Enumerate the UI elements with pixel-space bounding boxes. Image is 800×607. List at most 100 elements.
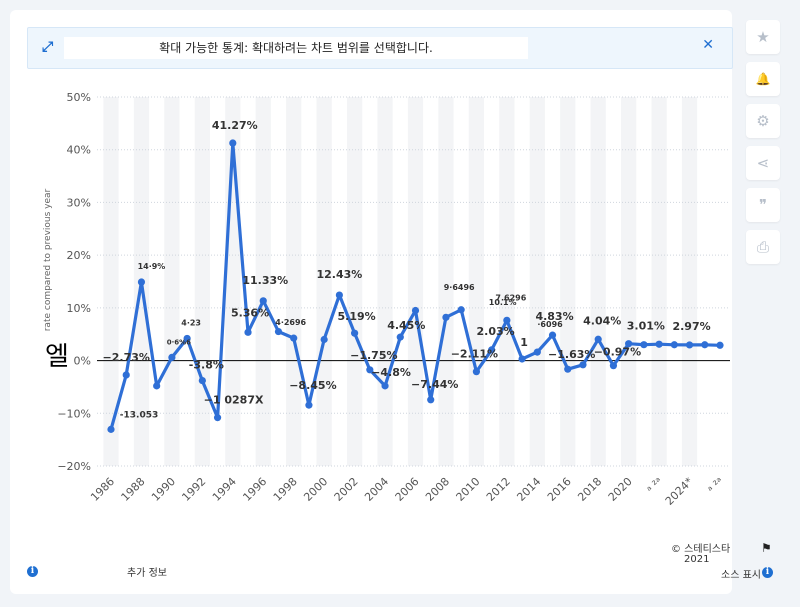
- data-point: [381, 382, 389, 390]
- data-label: 10.1%: [489, 298, 517, 307]
- data-point: [503, 316, 511, 324]
- band: [560, 97, 576, 466]
- share-button[interactable]: ⋖: [746, 146, 780, 180]
- data-label: 11.33%: [242, 274, 288, 287]
- data-label: 3.01%: [627, 320, 665, 333]
- data-point: [198, 377, 206, 385]
- bell-icon: 🔔: [755, 72, 771, 86]
- band: [194, 97, 210, 466]
- data-label: 5.19%: [338, 310, 376, 323]
- band: [407, 97, 424, 466]
- data-label: 4·2696: [275, 318, 306, 327]
- data-point: [183, 334, 191, 343]
- data-label: 14·9%: [138, 262, 166, 271]
- zoom-banner: ⤢ 확대 가능한 통계: 확대하려는 차트 범위를 선택합니다. ✕: [27, 27, 733, 69]
- stray-glyph: 엘: [45, 342, 69, 372]
- band: [103, 97, 119, 466]
- x-tick-label: 2014: [514, 475, 543, 504]
- band: [438, 97, 454, 466]
- band: [468, 97, 485, 466]
- info-icon[interactable]: i: [27, 566, 38, 577]
- data-point: [259, 297, 267, 305]
- data-label: −1.75%: [350, 349, 397, 362]
- flag-icon[interactable]: ⚑: [761, 541, 772, 555]
- x-tick-label: 2010: [454, 475, 483, 504]
- data-label: −7.44%: [411, 378, 458, 391]
- band: [529, 97, 545, 466]
- data-point: [411, 306, 420, 315]
- band: [499, 97, 515, 466]
- x-tick-label: 2020: [606, 475, 635, 504]
- data-point: [457, 306, 465, 314]
- band: [651, 97, 667, 466]
- banner-message: 확대 가능한 통계: 확대하려는 차트 범위를 선택합니다.: [64, 37, 528, 59]
- data-point: [548, 331, 557, 339]
- x-tick-label: ᵃ ²ᵃ: [705, 475, 726, 496]
- share-icon: ⋖: [756, 154, 770, 172]
- band: [316, 97, 332, 466]
- data-label: 5.36%: [231, 306, 269, 319]
- favorite-button[interactable]: ★: [746, 20, 780, 54]
- data-label: 4·23: [181, 318, 201, 327]
- source-link[interactable]: 소스 표시: [721, 570, 761, 581]
- band: [377, 97, 393, 466]
- close-icon[interactable]: ✕: [702, 37, 714, 53]
- band: [621, 97, 637, 466]
- data-point: [472, 368, 480, 376]
- more-info-link[interactable]: 추가 정보: [127, 568, 167, 579]
- data-label: −2.73%: [103, 351, 150, 364]
- copyright-line2: 2021: [684, 554, 710, 565]
- data-label: −0.97%: [594, 346, 641, 359]
- x-tick-label: 2006: [393, 475, 422, 504]
- star-icon: ★: [756, 28, 770, 46]
- data-point: [716, 341, 724, 349]
- data-point: [701, 341, 709, 349]
- data-label: -3.8%: [189, 359, 224, 372]
- data-label: −8.45%: [289, 379, 336, 392]
- print-button[interactable]: ⎙: [746, 230, 780, 264]
- expand-arrows-icon[interactable]: ⤢: [42, 39, 54, 55]
- x-tick-label: 2018: [575, 475, 604, 504]
- data-point: [335, 291, 343, 299]
- print-icon: ⎙: [756, 238, 769, 256]
- x-tick-label: 2004: [362, 475, 391, 504]
- y-tick-label: 50%: [67, 91, 91, 104]
- data-point: [153, 382, 161, 390]
- data-point: [244, 328, 252, 336]
- source-info-icon[interactable]: i: [762, 567, 773, 578]
- data-label: 9·6496: [444, 283, 475, 292]
- x-tick-label: 1992: [179, 475, 208, 504]
- data-point: [625, 340, 633, 348]
- x-tick-label: 2024*: [663, 475, 696, 508]
- band: [590, 97, 606, 466]
- data-point: [274, 327, 283, 336]
- y-tick-label: 40%: [67, 144, 91, 157]
- chart-card: [10, 10, 732, 594]
- data-point: [122, 371, 130, 379]
- data-point: [168, 353, 176, 362]
- cite-button[interactable]: ❞: [746, 188, 780, 222]
- x-tick-label: 2016: [545, 475, 574, 504]
- x-tick-label: 2008: [423, 475, 452, 504]
- settings-button[interactable]: ⚙: [746, 104, 780, 138]
- gear-icon: ⚙: [756, 112, 770, 130]
- data-label: 0·6%6: [167, 338, 191, 346]
- data-point: [564, 365, 572, 373]
- notification-button[interactable]: 🔔: [746, 62, 780, 96]
- data-label: 1: [520, 336, 528, 349]
- data-point: [670, 341, 678, 349]
- y-tick-label: 0%: [74, 355, 91, 368]
- y-axis-label: rate compared to previous year: [43, 188, 53, 331]
- data-label: −1 0287X: [204, 394, 264, 407]
- data-point: [594, 335, 602, 343]
- quote-icon: ❞: [758, 196, 768, 214]
- data-point: [305, 401, 313, 409]
- x-tick-label: 2002: [332, 475, 361, 504]
- x-tick-label: 2000: [301, 475, 330, 504]
- data-label: 2.97%: [672, 320, 710, 333]
- x-tick-label: 1990: [149, 475, 178, 504]
- data-point: [640, 341, 648, 349]
- data-label: 4.83%: [535, 310, 573, 323]
- y-tick-label: 20%: [67, 249, 91, 262]
